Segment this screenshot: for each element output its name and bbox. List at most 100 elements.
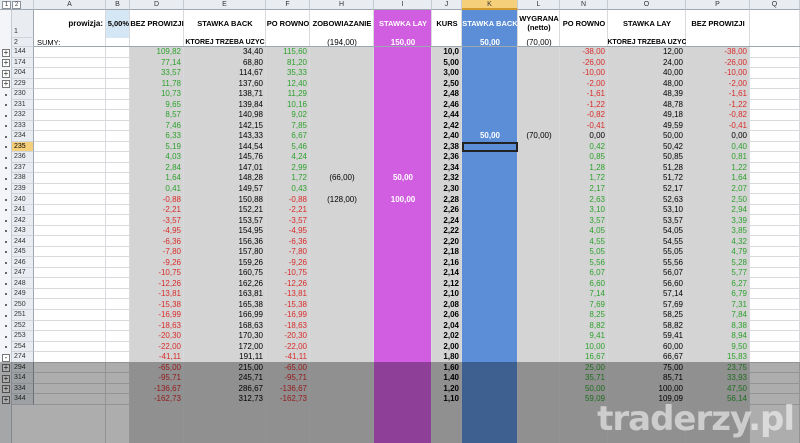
cell-po-rowno[interactable]: -16,99 bbox=[284, 310, 307, 320]
expand-group-button[interactable]: + bbox=[2, 68, 10, 78]
cell-po-rowno-2[interactable]: -26,00 bbox=[582, 57, 605, 67]
column-header-o[interactable]: O bbox=[608, 0, 686, 10]
cell-po-rowno-2[interactable]: 5,56 bbox=[589, 257, 605, 267]
row-header[interactable]: 234 bbox=[12, 131, 34, 142]
column-header-b[interactable]: B bbox=[106, 0, 130, 10]
cell-stawka-lay-2[interactable]: 56,60 bbox=[662, 278, 683, 288]
cell-zobowiazanie[interactable] bbox=[310, 184, 374, 195]
cell-bez-prowizji-2[interactable]: 23,75 bbox=[726, 362, 747, 372]
cell-bez-prowizji-2[interactable]: 6,79 bbox=[731, 289, 747, 299]
cell-po-rowno-2[interactable]: -38,00 bbox=[582, 47, 605, 57]
cell-po-rowno-2[interactable]: 6,60 bbox=[589, 278, 605, 288]
cell-wygrana[interactable] bbox=[518, 215, 560, 226]
cell-wygrana[interactable] bbox=[518, 184, 560, 195]
cell-kurs[interactable]: 2,28 bbox=[443, 194, 459, 204]
cell-stawka-back[interactable]: 172,00 bbox=[238, 341, 263, 351]
cell-stawka-back-2[interactable] bbox=[462, 184, 518, 195]
cell-po-rowno-2[interactable]: -0,41 bbox=[586, 120, 605, 130]
cell-bez-prowizji[interactable]: 2,84 bbox=[165, 162, 181, 172]
cell-bez-prowizji-2[interactable]: 15,83 bbox=[726, 352, 747, 362]
cell-stawka-lay[interactable] bbox=[374, 152, 432, 163]
row-header[interactable]: 231 bbox=[12, 99, 34, 111]
cell-kurs[interactable]: 2,02 bbox=[443, 331, 459, 341]
cell-zobowiazanie[interactable] bbox=[310, 121, 374, 132]
column-header-p[interactable]: P bbox=[686, 0, 750, 10]
row-header[interactable]: 240 bbox=[12, 194, 34, 205]
cell-stawka-lay-2[interactable]: 48,00 bbox=[662, 78, 683, 88]
cell-stawka-lay-2[interactable]: 56,07 bbox=[662, 268, 683, 278]
cell-po-rowno-2[interactable]: -2,00 bbox=[586, 78, 605, 88]
cell-stawka-lay-2[interactable]: 59,41 bbox=[662, 331, 683, 341]
cell-bez-prowizji-2[interactable]: 8,94 bbox=[731, 331, 747, 341]
cell-po-rowno-2[interactable]: 9,41 bbox=[589, 331, 605, 341]
cell-bez-prowizji-2[interactable]: 3,39 bbox=[731, 215, 747, 225]
cell-stawka-back-2[interactable] bbox=[462, 310, 518, 321]
cell-kurs[interactable]: 2,48 bbox=[443, 89, 459, 99]
cell-po-rowno-2[interactable]: 4,55 bbox=[589, 236, 605, 246]
cell-po-rowno[interactable]: 5,46 bbox=[291, 141, 307, 151]
cell-bez-prowizji[interactable]: 33,57 bbox=[160, 68, 181, 78]
cell-stawka-lay-2[interactable]: 54,55 bbox=[662, 236, 683, 246]
cell-zobowiazanie[interactable] bbox=[310, 47, 374, 58]
cell-stawka-back[interactable]: 68,80 bbox=[242, 57, 263, 67]
cell-bez-prowizji-2[interactable]: 33,93 bbox=[726, 373, 747, 383]
cell-stawka-lay[interactable]: 50,00 bbox=[392, 173, 414, 183]
cell-bez-prowizji[interactable]: 7,46 bbox=[165, 120, 181, 130]
cell-zobowiazanie[interactable] bbox=[310, 352, 374, 363]
cell-stawka-back[interactable]: 157,80 bbox=[238, 247, 263, 257]
cell-stawka-back[interactable]: 149,57 bbox=[238, 184, 263, 193]
cell-stawka-back[interactable]: 148,28 bbox=[238, 173, 263, 183]
cell-po-rowno[interactable]: -15,38 bbox=[284, 299, 307, 309]
cell-stawka-lay[interactable] bbox=[374, 394, 432, 405]
cell-po-rowno[interactable]: 35,33 bbox=[286, 68, 307, 78]
cell-stawka-lay[interactable] bbox=[374, 363, 432, 374]
cell-bez-prowizji-2[interactable]: -1,61 bbox=[728, 89, 747, 99]
cell-bez-prowizji-2[interactable]: -0,41 bbox=[728, 120, 747, 130]
cell-stawka-lay-2[interactable]: 49,18 bbox=[662, 110, 683, 120]
column-header-a[interactable]: A bbox=[34, 0, 106, 10]
cell-kurs[interactable]: 1,10 bbox=[443, 394, 459, 404]
row-header[interactable]: 247 bbox=[12, 267, 34, 279]
cell-po-rowno[interactable]: -12,26 bbox=[284, 278, 307, 288]
cell-wygrana[interactable] bbox=[518, 331, 560, 342]
cell-stawka-lay[interactable] bbox=[374, 68, 432, 79]
cell-bez-prowizji[interactable]: 109,82 bbox=[156, 47, 181, 57]
cell-wygrana[interactable] bbox=[518, 58, 560, 69]
row-header[interactable]: 246 bbox=[12, 257, 34, 268]
cell-kurs[interactable]: 2,44 bbox=[443, 110, 459, 120]
cell-zobowiazanie[interactable] bbox=[310, 342, 374, 353]
cell-stawka-back[interactable]: 165,38 bbox=[238, 299, 263, 309]
cell-bez-prowizji[interactable]: -136,67 bbox=[153, 383, 181, 393]
cell-bez-prowizji-2[interactable]: 0,81 bbox=[731, 152, 747, 162]
cell-po-rowno-2[interactable]: 8,82 bbox=[589, 320, 605, 330]
cell-bez-prowizji-2[interactable]: 9,50 bbox=[731, 341, 747, 351]
cell-bez-prowizji[interactable]: -22,00 bbox=[158, 341, 181, 351]
row-header[interactable]: 233 bbox=[12, 120, 34, 132]
cell-bez-prowizji[interactable]: -9,26 bbox=[162, 257, 181, 267]
cell-stawka-back[interactable]: 138,71 bbox=[238, 89, 263, 99]
cell-kurs[interactable]: 1,80 bbox=[443, 352, 459, 362]
cell-wygrana[interactable] bbox=[518, 142, 560, 153]
cell-stawka-lay-2[interactable]: 54,05 bbox=[662, 226, 683, 236]
row-header[interactable]: 344 bbox=[12, 394, 34, 405]
cell-stawka-back-2[interactable] bbox=[462, 352, 518, 363]
cell-stawka-back[interactable]: 147,01 bbox=[238, 162, 263, 172]
expand-group-button[interactable]: + bbox=[2, 373, 10, 383]
cell-po-rowno[interactable]: 2,99 bbox=[291, 162, 307, 172]
cell-kurs[interactable]: 2,06 bbox=[443, 310, 459, 320]
cell-zobowiazanie[interactable]: (128,00) bbox=[327, 194, 357, 204]
cell-bez-prowizji-2[interactable]: 2,50 bbox=[731, 194, 747, 204]
cell-po-rowno[interactable]: 81,20 bbox=[286, 57, 307, 67]
cell-kurs[interactable]: 2,18 bbox=[443, 247, 459, 257]
cell-bez-prowizji[interactable]: 5,19 bbox=[165, 141, 181, 151]
cell-kurs[interactable]: 1,60 bbox=[443, 362, 459, 372]
cell-bez-prowizji[interactable]: -2,21 bbox=[162, 205, 181, 215]
cell-zobowiazanie[interactable] bbox=[310, 236, 374, 247]
cell-po-rowno[interactable]: -162,73 bbox=[279, 394, 307, 404]
cell-stawka-lay[interactable] bbox=[374, 278, 432, 289]
cell-bez-prowizji-2[interactable]: 5,77 bbox=[731, 268, 747, 278]
cell-bez-prowizji[interactable]: 8,57 bbox=[165, 110, 181, 120]
outline-level-2-button[interactable]: 2 bbox=[12, 0, 21, 9]
cell-stawka-back-2[interactable] bbox=[462, 236, 518, 247]
cell-stawka-lay-2[interactable]: 100,00 bbox=[658, 383, 683, 393]
